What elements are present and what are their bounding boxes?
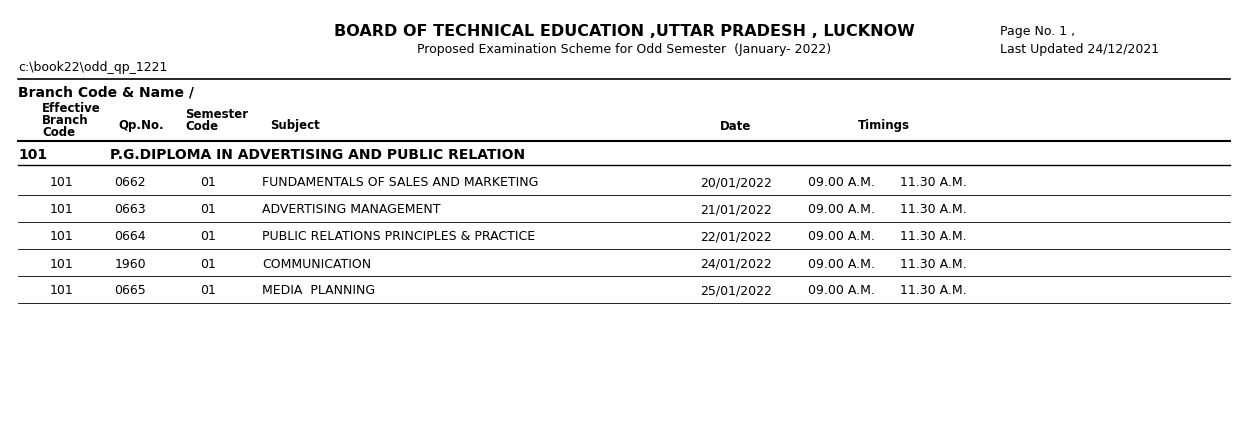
Text: 11.30 A.M.: 11.30 A.M. xyxy=(900,203,967,216)
Text: Branch: Branch xyxy=(42,113,89,126)
Text: Effective: Effective xyxy=(42,101,101,114)
Text: 09.00 A.M.: 09.00 A.M. xyxy=(807,257,875,270)
Text: MEDIA  PLANNING: MEDIA PLANNING xyxy=(262,284,376,297)
Text: 20/01/2022: 20/01/2022 xyxy=(700,176,771,189)
Text: Page No. 1 ,: Page No. 1 , xyxy=(1000,26,1075,39)
Text: Code: Code xyxy=(42,125,75,138)
Text: 09.00 A.M.: 09.00 A.M. xyxy=(807,203,875,216)
Text: 1960: 1960 xyxy=(114,257,146,270)
Text: 101: 101 xyxy=(50,230,74,243)
Text: 01: 01 xyxy=(200,284,216,297)
Text: Date: Date xyxy=(720,119,751,132)
Text: 11.30 A.M.: 11.30 A.M. xyxy=(900,257,967,270)
Text: Branch Code & Name /: Branch Code & Name / xyxy=(17,86,193,100)
Text: 0663: 0663 xyxy=(114,203,146,216)
Text: FUNDAMENTALS OF SALES AND MARKETING: FUNDAMENTALS OF SALES AND MARKETING xyxy=(262,176,538,189)
Text: 0662: 0662 xyxy=(114,176,146,189)
Text: PUBLIC RELATIONS PRINCIPLES & PRACTICE: PUBLIC RELATIONS PRINCIPLES & PRACTICE xyxy=(262,230,535,243)
Text: 101: 101 xyxy=(50,284,74,297)
Text: 09.00 A.M.: 09.00 A.M. xyxy=(807,176,875,189)
Text: 21/01/2022: 21/01/2022 xyxy=(700,203,771,216)
Text: 101: 101 xyxy=(17,148,47,161)
Text: Timings: Timings xyxy=(859,119,910,132)
Text: 0664: 0664 xyxy=(114,230,146,243)
Text: 101: 101 xyxy=(50,257,74,270)
Text: 09.00 A.M.: 09.00 A.M. xyxy=(807,230,875,243)
Text: 09.00 A.M.: 09.00 A.M. xyxy=(807,284,875,297)
Text: Subject: Subject xyxy=(270,119,319,132)
Text: 11.30 A.M.: 11.30 A.M. xyxy=(900,284,967,297)
Text: 01: 01 xyxy=(200,257,216,270)
Text: 0665: 0665 xyxy=(114,284,146,297)
Text: BOARD OF TECHNICAL EDUCATION ,UTTAR PRADESH , LUCKNOW: BOARD OF TECHNICAL EDUCATION ,UTTAR PRAD… xyxy=(333,24,915,39)
Text: Code: Code xyxy=(185,119,218,132)
Text: 22/01/2022: 22/01/2022 xyxy=(700,230,771,243)
Text: 01: 01 xyxy=(200,176,216,189)
Text: 101: 101 xyxy=(50,203,74,216)
Text: 01: 01 xyxy=(200,203,216,216)
Text: Last Updated 24/12/2021: Last Updated 24/12/2021 xyxy=(1000,43,1159,56)
Text: 11.30 A.M.: 11.30 A.M. xyxy=(900,230,967,243)
Text: 24/01/2022: 24/01/2022 xyxy=(700,257,771,270)
Text: 11.30 A.M.: 11.30 A.M. xyxy=(900,176,967,189)
Text: Qp.No.: Qp.No. xyxy=(119,119,163,132)
Text: ADVERTISING MANAGEMENT: ADVERTISING MANAGEMENT xyxy=(262,203,441,216)
Text: 101: 101 xyxy=(50,176,74,189)
Text: P.G.DIPLOMA IN ADVERTISING AND PUBLIC RELATION: P.G.DIPLOMA IN ADVERTISING AND PUBLIC RE… xyxy=(110,148,525,161)
Text: COMMUNICATION: COMMUNICATION xyxy=(262,257,371,270)
Text: Semester: Semester xyxy=(185,107,248,120)
Text: 01: 01 xyxy=(200,230,216,243)
Text: Proposed Examination Scheme for Odd Semester  (January- 2022): Proposed Examination Scheme for Odd Seme… xyxy=(417,43,831,56)
Text: c:\book22\odd_qp_1221: c:\book22\odd_qp_1221 xyxy=(17,61,167,74)
Text: 25/01/2022: 25/01/2022 xyxy=(700,284,771,297)
